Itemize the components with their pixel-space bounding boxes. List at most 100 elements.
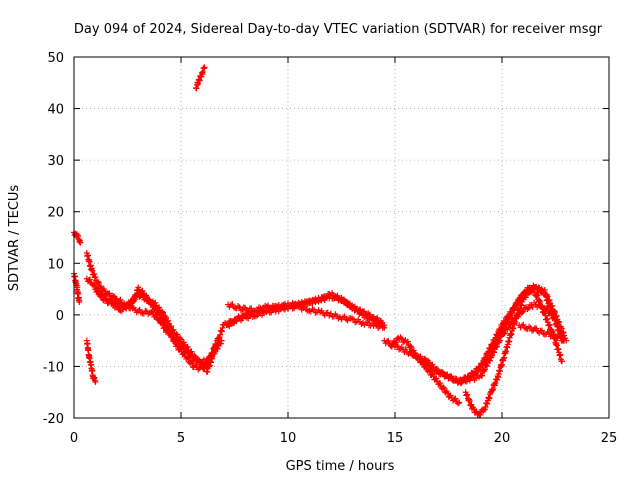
data-point	[213, 341, 220, 348]
data-point	[138, 291, 145, 298]
data-point	[345, 300, 352, 307]
data-point	[388, 343, 395, 350]
data-point	[226, 323, 233, 330]
grid-lines	[74, 57, 609, 418]
data-point	[454, 400, 461, 407]
data-point	[417, 353, 424, 360]
data-point	[440, 369, 447, 376]
data-point	[204, 368, 211, 375]
data-point	[426, 368, 433, 375]
data-point	[156, 304, 163, 311]
data-point	[479, 372, 486, 379]
y-tick-label: -10	[43, 360, 64, 375]
data-point	[171, 337, 178, 344]
data-point	[188, 348, 195, 355]
data-point	[92, 378, 99, 385]
plot-frame	[73, 56, 610, 419]
data-point	[307, 299, 314, 306]
data-point	[534, 292, 541, 299]
y-axis-label: SDTVAR / TECUs	[7, 185, 22, 292]
data-point	[553, 316, 560, 323]
x-tick-label: 15	[387, 431, 404, 446]
data-point	[556, 328, 563, 335]
data-point	[165, 317, 172, 324]
data-point	[491, 349, 498, 356]
data-point	[402, 346, 409, 353]
y-tick-label: 0	[56, 309, 64, 324]
data-point	[95, 287, 102, 294]
data-point	[554, 322, 561, 329]
data-point	[542, 312, 549, 319]
data-point	[158, 308, 165, 315]
x-tick-label: 5	[177, 431, 185, 446]
data-point	[558, 358, 565, 365]
series-track-j	[225, 292, 388, 330]
data-point	[146, 296, 153, 303]
data-point	[122, 305, 129, 312]
data-point	[358, 309, 365, 316]
data-point	[433, 365, 440, 372]
data-point	[385, 337, 392, 344]
data-point	[484, 363, 491, 370]
data-point	[95, 279, 102, 286]
data-point	[76, 298, 83, 305]
data-point	[452, 395, 459, 402]
data-point	[106, 290, 113, 297]
data-point	[381, 322, 388, 329]
data-point	[169, 333, 176, 340]
data-point	[538, 327, 545, 334]
data-point	[531, 289, 538, 296]
data-point	[364, 319, 371, 326]
data-point	[350, 304, 357, 311]
data-point	[481, 366, 488, 373]
data-point	[463, 378, 470, 385]
data-point	[407, 343, 414, 350]
series-track-c	[83, 337, 99, 385]
data-point	[218, 328, 225, 335]
data-point	[92, 273, 99, 280]
data-point	[88, 266, 95, 273]
data-point	[411, 349, 418, 356]
data-point	[159, 309, 166, 316]
data-point	[421, 355, 428, 362]
data-point	[219, 324, 226, 331]
data-point	[233, 318, 240, 325]
data-point	[547, 309, 554, 316]
y-tick-label: 10	[47, 257, 64, 272]
data-point	[191, 352, 198, 359]
data-point	[526, 284, 533, 291]
chart-title: Day 094 of 2024, Sidereal Day-to-day VTE…	[74, 22, 603, 37]
data-point	[524, 306, 531, 313]
data-point	[496, 337, 503, 344]
data-point	[544, 315, 551, 322]
data-point	[327, 292, 334, 299]
data-point	[91, 271, 98, 278]
data-point	[440, 385, 447, 392]
data-point	[168, 323, 175, 330]
data-point	[206, 362, 213, 369]
data-point	[117, 296, 124, 303]
data-point	[563, 337, 570, 344]
data-point	[408, 343, 415, 350]
data-point	[489, 352, 496, 359]
data-point	[433, 375, 440, 382]
data-points	[71, 64, 570, 418]
data-point	[99, 292, 106, 299]
data-point	[456, 399, 463, 406]
data-point	[543, 293, 550, 300]
data-point	[201, 64, 208, 71]
data-point	[393, 339, 400, 346]
x-axis-label: GPS time / hours	[286, 459, 395, 474]
y-axis-ticks: -20 -10 0 10 20 30 40 50	[43, 51, 609, 427]
data-point	[437, 380, 444, 387]
data-point	[184, 343, 191, 350]
data-point	[546, 302, 553, 309]
data-point	[77, 239, 84, 246]
data-point	[519, 309, 526, 316]
data-point	[215, 335, 222, 342]
data-point	[188, 360, 195, 367]
data-point	[181, 350, 188, 357]
data-point	[129, 299, 136, 306]
data-point	[353, 305, 360, 312]
